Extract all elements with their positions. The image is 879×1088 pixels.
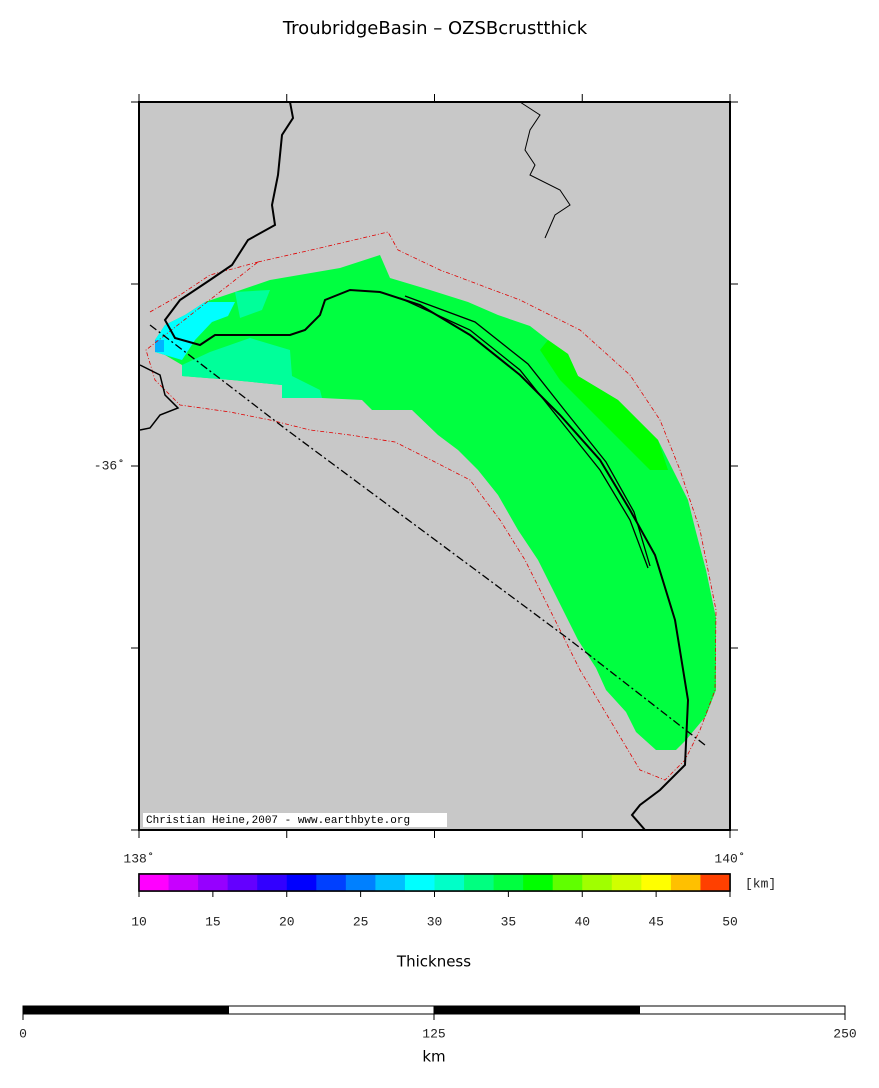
- colorbar-segment: [641, 874, 672, 891]
- thickness-field-thin: [182, 290, 322, 398]
- map-layer: [139, 101, 717, 831]
- colorbar-segment: [375, 874, 406, 891]
- scalebar-segment: [228, 1005, 435, 1015]
- scalebar-tick-label: 0: [19, 1026, 27, 1041]
- colorbar-segment: [257, 874, 288, 891]
- colorbar-segment: [168, 874, 199, 891]
- colorbar-segment: [582, 874, 613, 891]
- scalebar-segment: [433, 1005, 640, 1015]
- colorbar-segment: [700, 874, 731, 891]
- colorbar-tick-label: 45: [648, 914, 664, 929]
- colorbar-segment: [286, 874, 317, 891]
- colorbar-tick-label: 20: [279, 914, 295, 929]
- lagoon-shore: [399, 295, 651, 569]
- map-title: TroubridgeBasin – OZSBcrustthick: [282, 18, 588, 39]
- basin-outline: [145, 231, 717, 781]
- colorbar-tick-label: 30: [427, 914, 443, 929]
- colorbar-unit: [km]: [745, 876, 776, 891]
- credit: Christian Heine,2007 - www.earthbyte.org: [146, 815, 410, 827]
- river: [519, 101, 571, 239]
- colorbar-segment: [227, 874, 258, 891]
- colorbar-segment: [345, 874, 376, 891]
- profile-line: [149, 324, 706, 746]
- thickness-field-deep: [540, 340, 668, 470]
- credit-box: [143, 813, 447, 827]
- x-tick-label: 140˚: [714, 851, 745, 866]
- colorbar-label: Thickness: [396, 953, 471, 971]
- scalebar-tick-label: 125: [422, 1026, 445, 1041]
- coastline: [163, 101, 690, 831]
- colorbar-segment: [316, 874, 347, 891]
- colorbar-segment: [552, 874, 583, 891]
- thickness-cell: [155, 340, 164, 352]
- colorbar-tick-label: 10: [131, 914, 147, 929]
- scalebar-tick-label: 250: [833, 1026, 856, 1041]
- colorbar-segment: [404, 874, 435, 891]
- scalebar-unit: km: [422, 1048, 445, 1066]
- thickness-field-thinnest: [155, 302, 235, 360]
- colorbar-segment: [198, 874, 229, 891]
- colorbar-segment: [464, 874, 495, 891]
- colorbar-tick-label: 35: [501, 914, 517, 929]
- colorbar-segment: [670, 874, 701, 891]
- scalebar-segment: [639, 1005, 846, 1015]
- colorbar-segment: [523, 874, 554, 891]
- colorbar-tick-label: 15: [205, 914, 221, 929]
- colorbar-tick-label: 25: [353, 914, 369, 929]
- colorbar-segment: [434, 874, 465, 891]
- y-tick-label: -36˚: [94, 458, 125, 473]
- colorbar-tick-label: 50: [722, 914, 738, 929]
- scalebar-segment: [22, 1005, 229, 1015]
- colorbar-segment: [139, 874, 170, 891]
- colorbar-tick-label: 40: [574, 914, 590, 929]
- coastline: [139, 364, 180, 431]
- x-tick-label: 138˚: [123, 851, 154, 866]
- colorbar-segment: [611, 874, 642, 891]
- colorbar-segment: [493, 874, 524, 891]
